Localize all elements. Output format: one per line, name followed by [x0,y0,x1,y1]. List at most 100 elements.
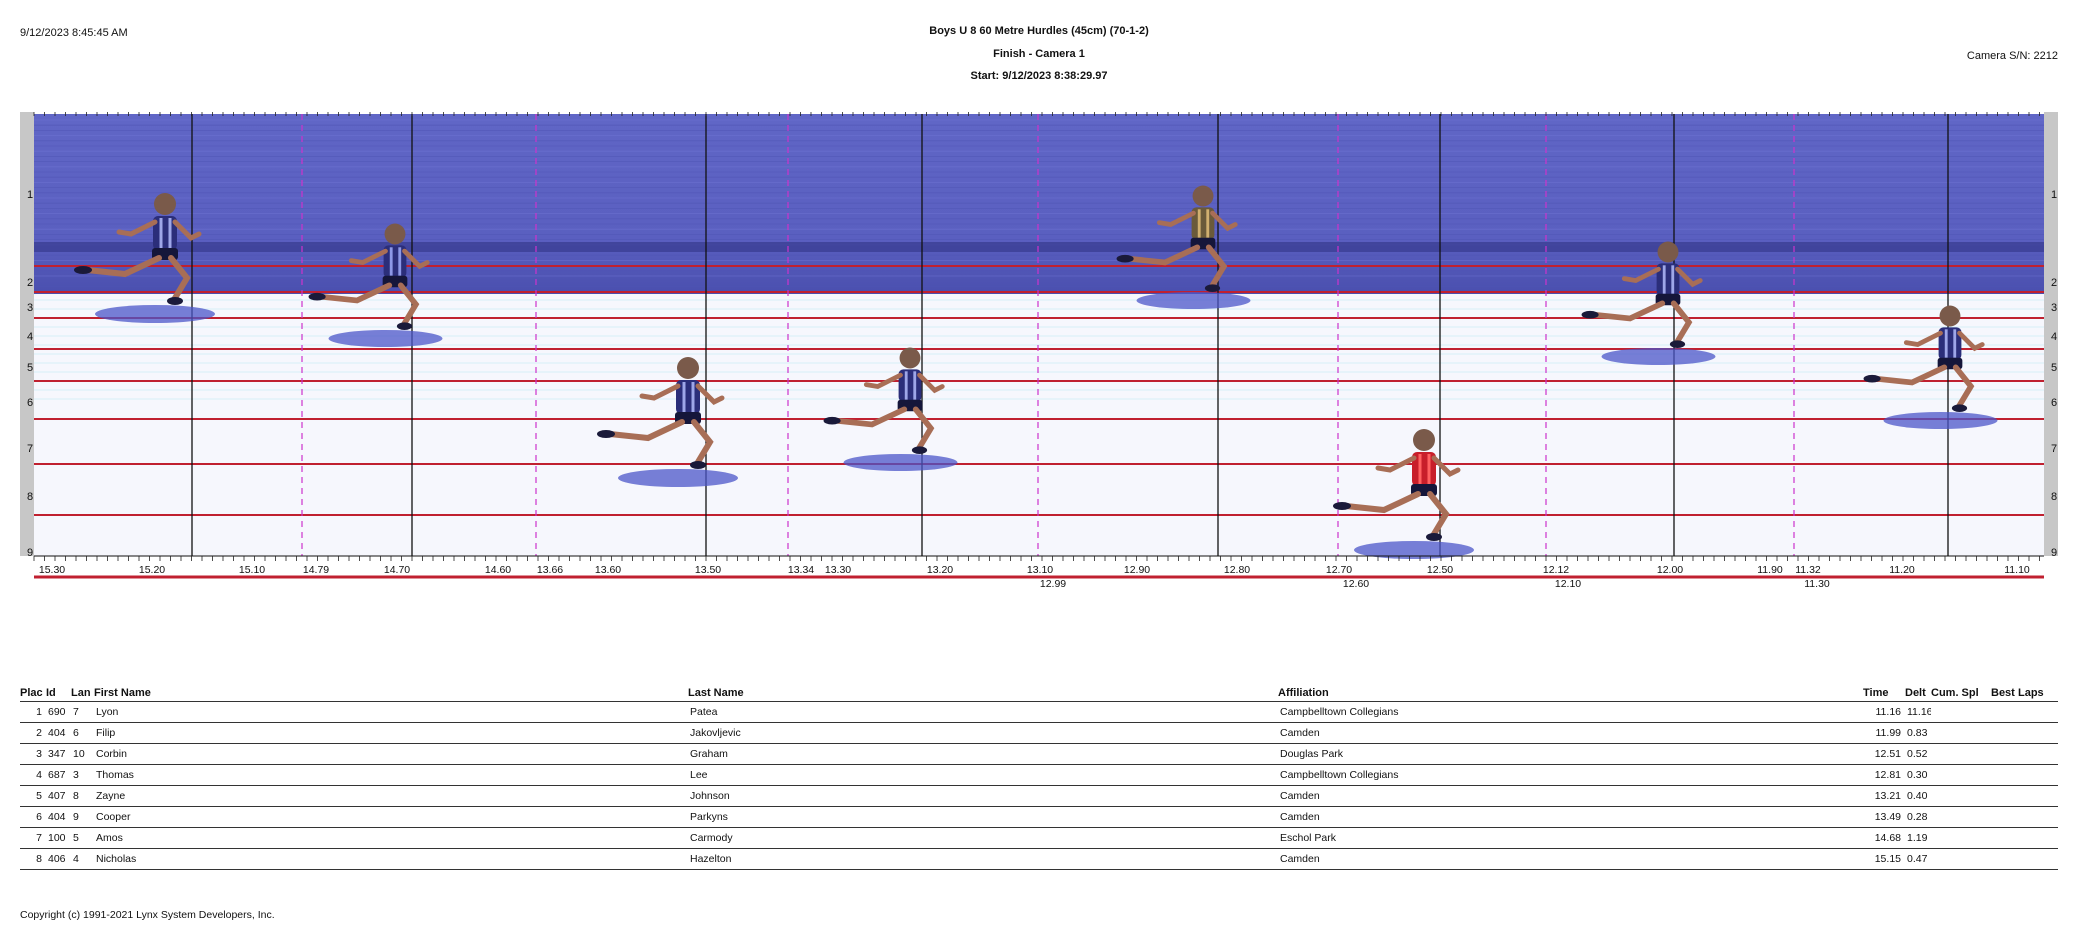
id-cell: 404 [46,722,71,744]
lane-cell: 6 [71,722,94,744]
delta-cell: 0.40 [1905,785,1931,807]
athlete-arm [1957,330,1985,352]
athlete-figure [1333,429,1474,559]
lane-label-right: 1 [2051,189,2057,201]
athlete-arm [863,372,903,389]
column-header-best[interactable]: Best [1991,686,2018,702]
affiliation-cell: Camden [1278,785,1863,807]
best-cell [1991,848,2018,870]
athlete-arm [172,219,202,242]
table-row[interactable]: 8 406 4 Nicholas Hazelton Camden 15.15 0.47 [20,848,2058,870]
track-surface [34,294,2044,556]
lane-cell: 3 [71,764,94,786]
column-header-cum-spl[interactable]: Cum. Spl [1931,686,1991,702]
lane-label-right: 4 [2051,331,2057,343]
best-cell [1991,722,2018,744]
affiliation-cell: Campbelltown Collegians [1278,701,1863,723]
camera-serial: Camera S/N: 2212 [1966,50,2058,62]
athlete-arm [1375,455,1417,473]
table-row[interactable]: 5 407 8 Zayne Johnson Camden 13.21 0.40 [20,785,2058,807]
time-tick-label: 12.12 [1543,564,1569,576]
athlete-head [1192,185,1214,207]
athlete-leg [318,282,393,304]
lane-label-right: 9 [2051,547,2057,559]
results-header-row: Plac Id Lan First Name Last Name Affiliation T… [20,686,2058,702]
time-tick-label: 14.70 [384,564,410,576]
column-header-time[interactable]: Time [1863,686,1905,702]
time-tick-label: 11.32 [1795,564,1821,576]
time-tick-label: 12.10 [1555,578,1581,590]
lane-cell: 8 [71,785,94,807]
athlete-shoe [1863,374,1881,383]
time-tick-label: 12.80 [1224,564,1250,576]
athlete-arm [1621,266,1661,283]
athlete-head [1939,305,1961,327]
lane-label-left: 6 [27,397,33,409]
time-cell: 15.15 [1863,848,1905,870]
column-header-last-name[interactable]: Last Name [688,686,1278,702]
cum-split-cell [1931,722,1991,744]
time-tick-label: 13.30 [825,564,851,576]
athlete-arm [1431,455,1461,478]
place-cell: 3 [20,743,46,765]
last-name-cell: Lee [688,764,1278,786]
athlete-figure [1116,185,1251,310]
lane-label-left: 5 [27,362,33,374]
athlete-head [384,223,406,245]
athlete-leg [1670,300,1693,345]
place-cell: 2 [20,722,46,744]
cum-split-cell [1931,806,1991,828]
table-row[interactable]: 4 687 3 Thomas Lee Campbelltown Collegians 12.… [20,764,2058,786]
results-table-container: Plac Id Lan First Name Last Name Affiliation T… [20,686,2058,870]
column-header-delt[interactable]: Delt [1905,686,1931,702]
id-cell: 404 [46,806,71,828]
last-name-cell: Graham [688,743,1278,765]
athlete-shoe [74,266,92,274]
athlete-shadow [843,453,958,472]
athlete-arm [1675,266,1703,288]
place-cell: 8 [20,848,46,870]
lane-label-left: 7 [27,443,33,455]
finish-photo[interactable]: 1 1 2 2 3 3 4 4 5 5 6 6 7 7 8 8 9 9 15.30 15.20 15.10 14.79 1… [20,112,2058,590]
athlete-arm [917,372,945,394]
cum-split-cell [1931,743,1991,765]
lane-label-left: 4 [27,331,33,343]
column-header-id[interactable]: Id [46,686,71,702]
table-row[interactable]: 3 347 10 Corbin Graham Douglas Park 12.51 0.52 [20,743,2058,765]
column-header-plac[interactable]: Plac [20,686,46,702]
athlete-arm [639,383,681,401]
athlete-leg [84,255,162,278]
athlete-leg [1427,491,1450,537]
athlete-shoe [308,292,326,301]
athlete-shoe [1426,533,1442,541]
time-tick-label: 13.20 [927,564,953,576]
table-row[interactable]: 1 690 7 Lyon Patea Campbelltown Collegians 11.… [20,701,2058,723]
athlete-head [1413,429,1435,451]
cum-split-cell [1931,785,1991,807]
column-header-first-name[interactable]: First Name [94,686,688,702]
athlete-figure [823,347,958,472]
best-cell [1991,806,2018,828]
table-row[interactable]: 2 404 6 Filip Jakovljevic Camden 11.99 0.83 [20,722,2058,744]
stands-shadow-band [34,242,2044,252]
column-header-affiliation[interactable]: Affiliation [1278,686,1863,702]
column-header-lan[interactable]: Lan [71,686,94,702]
column-header-laps[interactable]: Laps [2018,686,2058,702]
lane-cell: 4 [71,848,94,870]
place-cell: 7 [20,827,46,849]
lane-label-left: 3 [27,302,33,314]
time-tick-label: 14.79 [303,564,329,576]
athlete-shoe [690,461,706,469]
delta-cell: 0.83 [1905,722,1931,744]
table-row[interactable]: 7 100 5 Amos Carmody Eschol Park 14.68 1.19 [20,827,2058,849]
delta-cell: 0.30 [1905,764,1931,786]
athlete-arm [348,248,388,265]
lane-label-right: 8 [2051,491,2057,503]
time-tick-label: 12.99 [1040,578,1066,590]
right-frame-bar [2044,112,2058,556]
table-row[interactable]: 6 404 9 Cooper Parkyns Camden 13.49 0.28 [20,806,2058,828]
time-tick-label: 11.90 [1757,564,1783,576]
delta-cell: 11.16 [1905,701,1931,723]
laps-cell [2018,827,2058,849]
best-cell [1991,701,2018,723]
